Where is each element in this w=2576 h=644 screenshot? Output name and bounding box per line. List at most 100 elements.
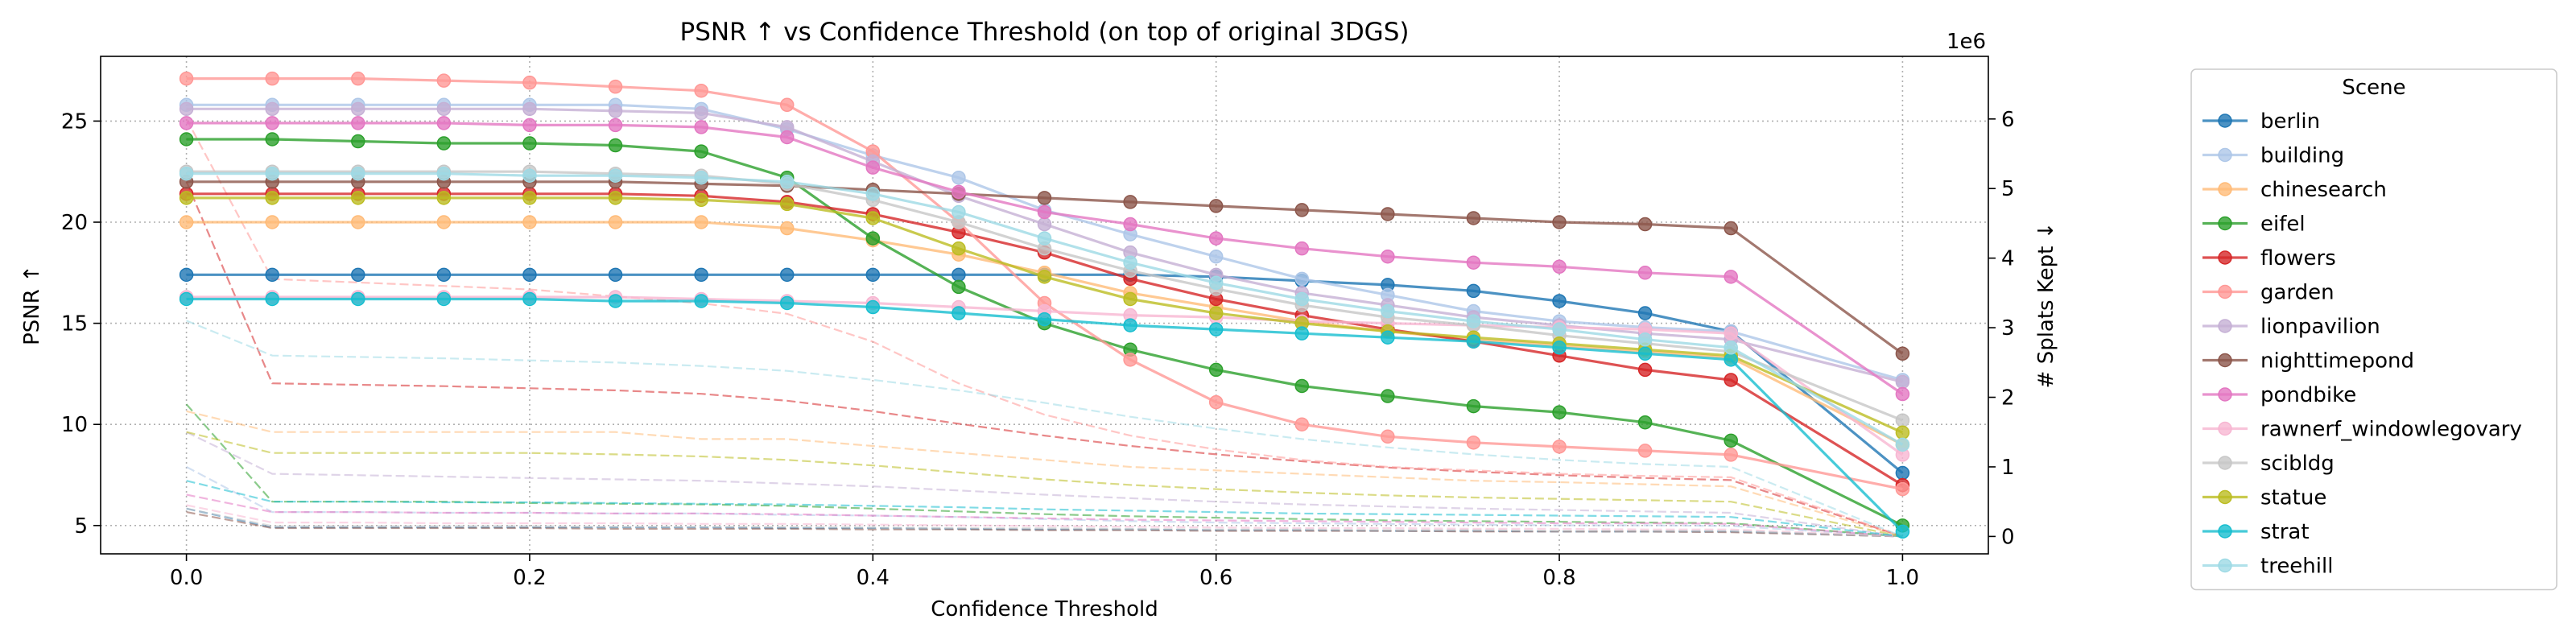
- legend-marker-strat: [2218, 524, 2232, 539]
- psnr-marker-berlin: [779, 267, 795, 283]
- x-tick-label: 0.4: [857, 566, 890, 590]
- psnr-marker-garden: [522, 75, 537, 90]
- psnr-marker-pondbike: [351, 116, 365, 130]
- psnr-marker-strat: [1466, 334, 1481, 349]
- legend-item-strat: strat: [2202, 520, 2310, 544]
- psnr-marker-statue: [865, 211, 881, 225]
- psnr-series-garden: [179, 71, 1910, 497]
- psnr-marker-statue: [1123, 291, 1137, 307]
- legend-label-chinesearch: chinesearch: [2260, 178, 2387, 202]
- psnr-marker-nighttimepond: [1895, 346, 1910, 361]
- psnr-marker-statue: [952, 241, 966, 256]
- psnr-marker-strat: [351, 291, 365, 307]
- splats-line-treehill: [186, 320, 1903, 538]
- psnr-marker-strat: [608, 294, 623, 308]
- psnr-line-pondbike: [186, 122, 1904, 395]
- legend-marker-eifel: [2218, 216, 2232, 231]
- legend-label-building: building: [2260, 144, 2344, 168]
- psnr-marker-lionpavilion: [436, 101, 452, 117]
- psnr-marker-eifel: [436, 136, 452, 151]
- psnr-marker-chinesearch: [694, 215, 708, 229]
- legend-item-berlin: berlin: [2202, 109, 2320, 134]
- psnr-marker-berlin: [952, 267, 966, 283]
- psnr-marker-garden: [694, 83, 708, 98]
- psnr-marker-garden: [1637, 444, 1653, 458]
- legend-label-pondbike: pondbike: [2260, 383, 2356, 407]
- psnr-marker-strat: [265, 291, 279, 307]
- psnr-marker-strat: [522, 291, 537, 307]
- psnr-marker-pondbike: [436, 116, 452, 130]
- psnr-marker-garden: [265, 71, 279, 86]
- legend-marker-nighttimepond: [2218, 353, 2232, 368]
- psnr-marker-chinesearch: [265, 215, 279, 229]
- legend-label-scibldg: scibldg: [2260, 452, 2334, 476]
- psnr-marker-garden: [779, 97, 795, 113]
- psnr-marker-strat: [1724, 353, 1738, 367]
- psnr-marker-pondbike: [952, 184, 966, 200]
- psnr-marker-treehill: [779, 175, 795, 189]
- psnr-line-eifel: [186, 138, 1904, 527]
- psnr-marker-eifel: [1552, 405, 1567, 419]
- y-axis-label: PSNR ↑: [20, 265, 44, 345]
- psnr-line-building: [186, 103, 1903, 382]
- psnr-marker-building: [952, 170, 966, 185]
- psnr-marker-pondbike: [694, 120, 708, 134]
- psnr-line-scibldg: [186, 170, 1903, 422]
- y-tick-label: 15: [61, 312, 88, 336]
- psnr-marker-lionpavilion: [265, 101, 279, 117]
- psnr-marker-flowers: [1724, 373, 1738, 387]
- psnr-marker-eifel: [179, 132, 194, 147]
- legend-label-flowers: flowers: [2260, 246, 2336, 270]
- psnr-marker-lionpavilion: [694, 105, 708, 121]
- psnr-marker-garden: [1381, 429, 1395, 444]
- legend-label-statue: statue: [2260, 486, 2326, 510]
- legend-marker-lionpavilion: [2218, 319, 2232, 333]
- splats-line-statue: [186, 431, 1903, 538]
- psnr-marker-statue: [351, 191, 365, 205]
- psnr-marker-treehill: [436, 166, 452, 181]
- legend-marker-scibldg: [2218, 456, 2232, 470]
- legend-item-eifel: eifel: [2202, 213, 2306, 237]
- psnr-marker-pondbike: [1123, 217, 1137, 232]
- psnr-marker-chinesearch: [522, 215, 537, 229]
- axes-layer: 0.0 0.2 0.4 0.6 0.8 1.0 5 10 15 20 25 0 1 2 3 4 5 6: [61, 108, 2015, 590]
- psnr-marker-statue: [1208, 306, 1224, 320]
- psnr-marker-strat: [1123, 318, 1137, 332]
- legend-item-nighttimepond: nighttimepond: [2202, 349, 2414, 374]
- splats-series-layer: [185, 118, 1903, 538]
- splats-line-pondbike: [186, 493, 1903, 538]
- psnr-marker-chinesearch: [436, 215, 452, 229]
- psnr-marker-strat: [1208, 322, 1224, 336]
- legend-marker-chinesearch: [2218, 182, 2232, 196]
- psnr-series-eifel: [179, 132, 1910, 533]
- psnr-marker-garden: [1552, 440, 1567, 454]
- y-tick-label: 25: [61, 109, 88, 134]
- psnr-marker-statue: [608, 191, 623, 205]
- psnr-marker-treehill: [1466, 314, 1481, 328]
- psnr-marker-lionpavilion: [1895, 374, 1910, 390]
- psnr-series-treehill: [179, 166, 1910, 452]
- psnr-marker-berlin: [1895, 465, 1910, 481]
- psnr-marker-treehill: [1724, 341, 1738, 355]
- legend-label-berlin: berlin: [2260, 109, 2320, 134]
- legend-label-strat: strat: [2260, 520, 2310, 544]
- psnr-marker-berlin: [865, 267, 881, 283]
- psnr-line-lionpavilion: [186, 107, 1903, 384]
- psnr-marker-strat: [179, 291, 194, 307]
- psnr-marker-chinesearch: [179, 215, 194, 229]
- psnr-marker-nighttimepond: [1466, 211, 1481, 225]
- psnr-marker-treehill: [1208, 275, 1224, 291]
- legend-label-rawnerf_windowlegovary: rawnerf_windowlegovary: [2260, 418, 2522, 442]
- psnr-marker-lionpavilion: [179, 101, 194, 117]
- psnr-marker-berlin: [1466, 283, 1481, 299]
- legend-item-flowers: flowers: [2202, 246, 2336, 270]
- splats-line-chinesearch: [186, 410, 1903, 538]
- legend-box: [2190, 68, 2557, 591]
- psnr-marker-berlin: [1637, 306, 1653, 320]
- splats-line-lionpavilion: [186, 431, 1903, 538]
- psnr-marker-pondbike: [1724, 270, 1738, 284]
- legend-item-statue: statue: [2202, 486, 2326, 510]
- psnr-marker-garden: [436, 73, 452, 88]
- psnr-marker-nighttimepond: [1037, 191, 1052, 205]
- psnr-line-strat: [186, 297, 1904, 533]
